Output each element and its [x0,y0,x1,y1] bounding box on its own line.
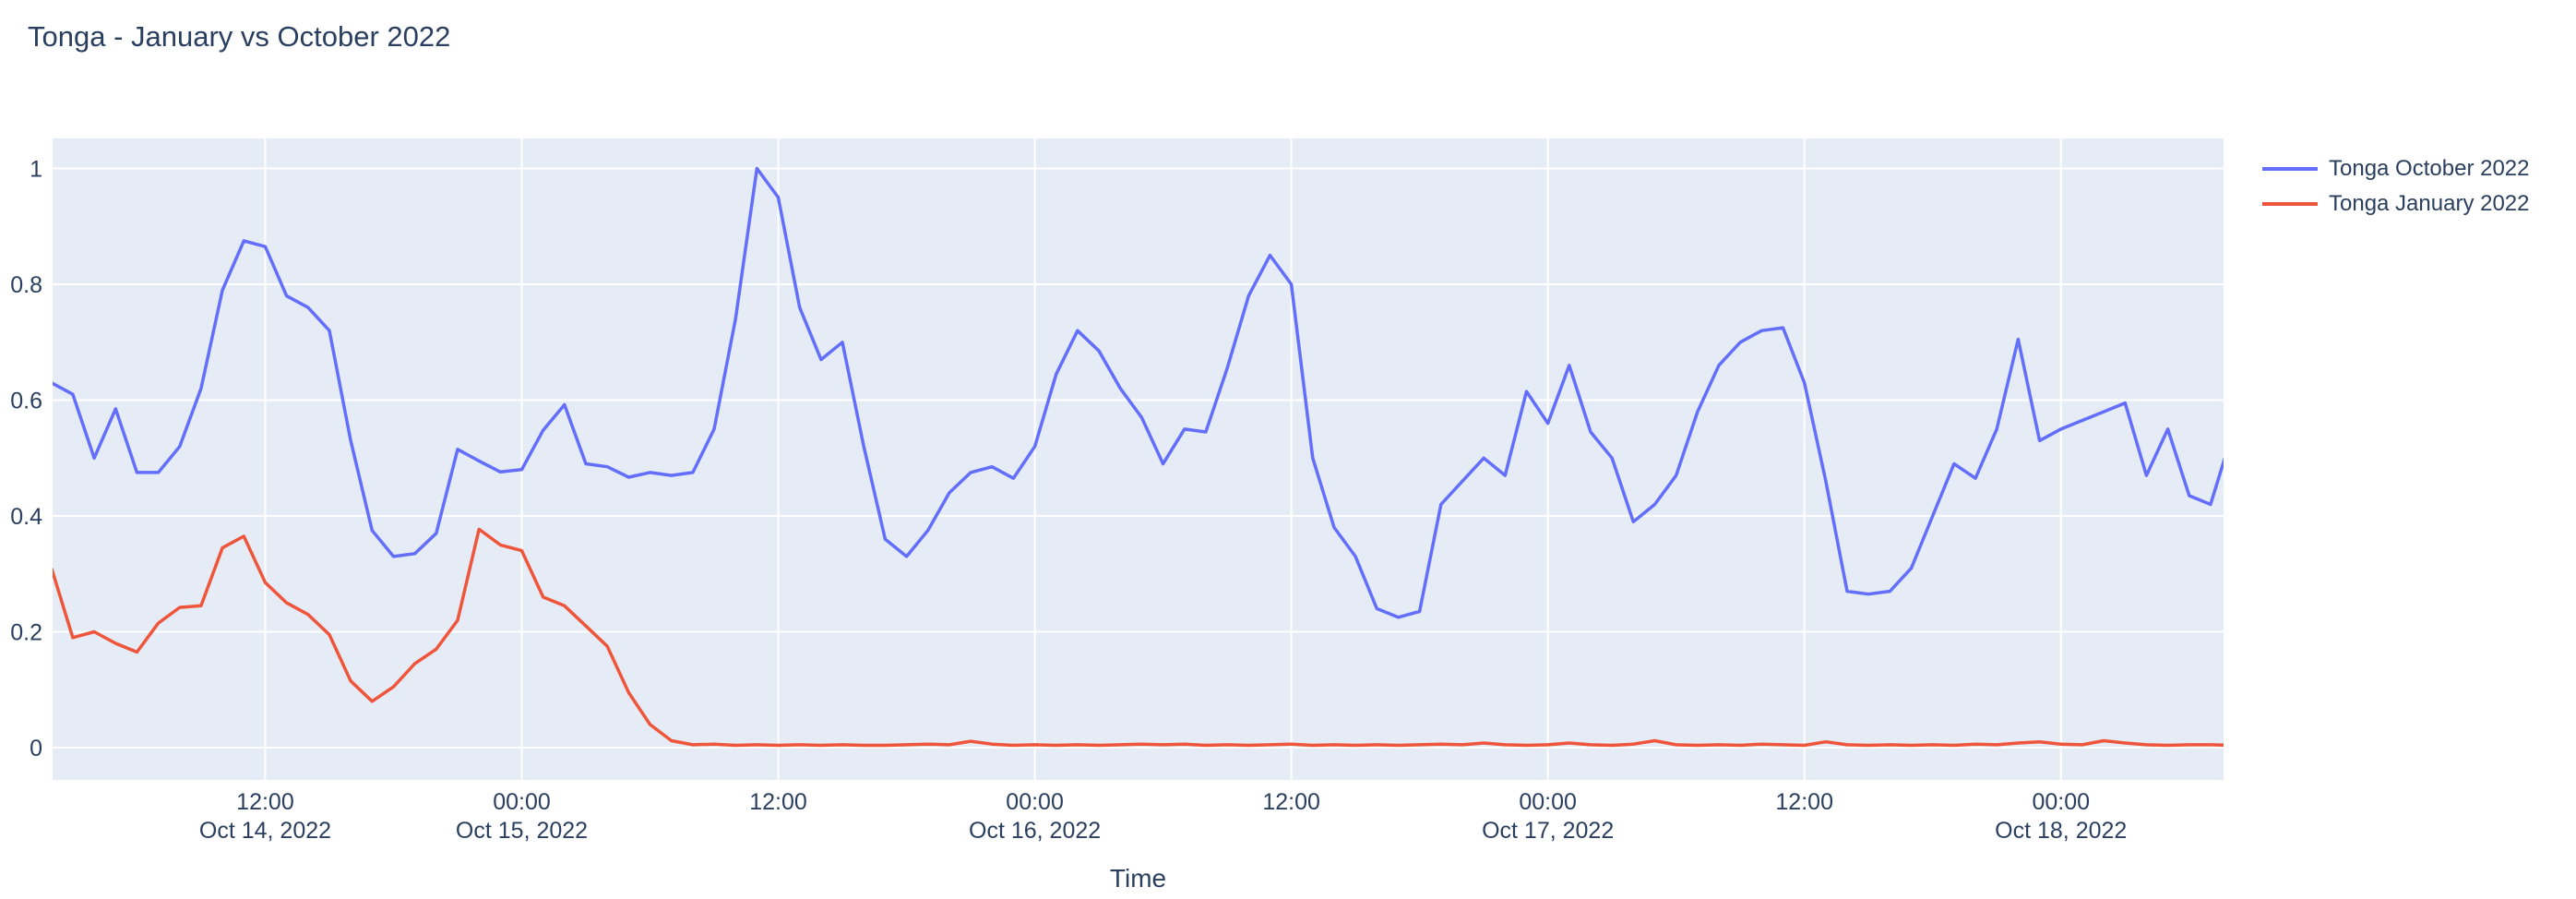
x-tick-date-label: Oct 15, 2022 [456,818,588,844]
y-tick-label: 0.8 [10,272,42,298]
series-line-january[interactable] [52,527,2232,748]
chart-title: Tonga - January vs October 2022 [28,20,451,53]
y-tick-label: 1 [30,157,42,183]
x-tick-time-label: 00:00 [1519,789,1577,815]
gridlines [53,138,2224,780]
series-lines [52,166,2232,748]
y-tick-label: 0.4 [10,504,42,530]
x-tick-date-label: Oct 14, 2022 [199,818,331,844]
legend-label: Tonga January 2022 [2329,191,2530,216]
x-tick-time-label: 00:00 [2032,789,2090,815]
x-tick-date-label: Oct 16, 2022 [969,818,1101,844]
x-tick-time-label: 12:00 [1262,789,1320,815]
series-line-october[interactable] [52,166,2232,619]
x-tick-time-label: 00:00 [1006,789,1064,815]
x-axis-tick-labels: 12:00 Oct 14, 2022 00:00 Oct 15, 2022 12:00 0… [199,789,2127,844]
y-tick-label: 0 [30,736,42,761]
legend-line-swatch-january [2262,202,2318,206]
legend-label: Tonga October 2022 [2329,156,2530,181]
y-tick-label: 0.6 [10,389,42,414]
x-tick-time-label: 12:00 [236,789,294,815]
x-tick-time-label: 12:00 [1775,789,1833,815]
y-axis-tick-labels: 0 0.2 0.4 0.6 0.8 1 [10,157,42,762]
x-axis-title: Time [1109,864,1167,893]
x-tick-date-label: Oct 17, 2022 [1482,818,1614,844]
x-tick-date-label: Oct 18, 2022 [1995,818,2127,844]
legend-item-january[interactable]: Tonga January 2022 [2251,186,2530,222]
legend-item-october[interactable]: Tonga October 2022 [2251,151,2530,186]
legend-line-swatch-october [2262,167,2318,171]
y-tick-label: 0.2 [10,620,42,646]
legend: Tonga October 2022 Tonga January 2022 [2251,151,2530,222]
x-tick-time-label: 12:00 [749,789,807,815]
x-tick-time-label: 00:00 [493,789,551,815]
plot-background [53,138,2224,780]
